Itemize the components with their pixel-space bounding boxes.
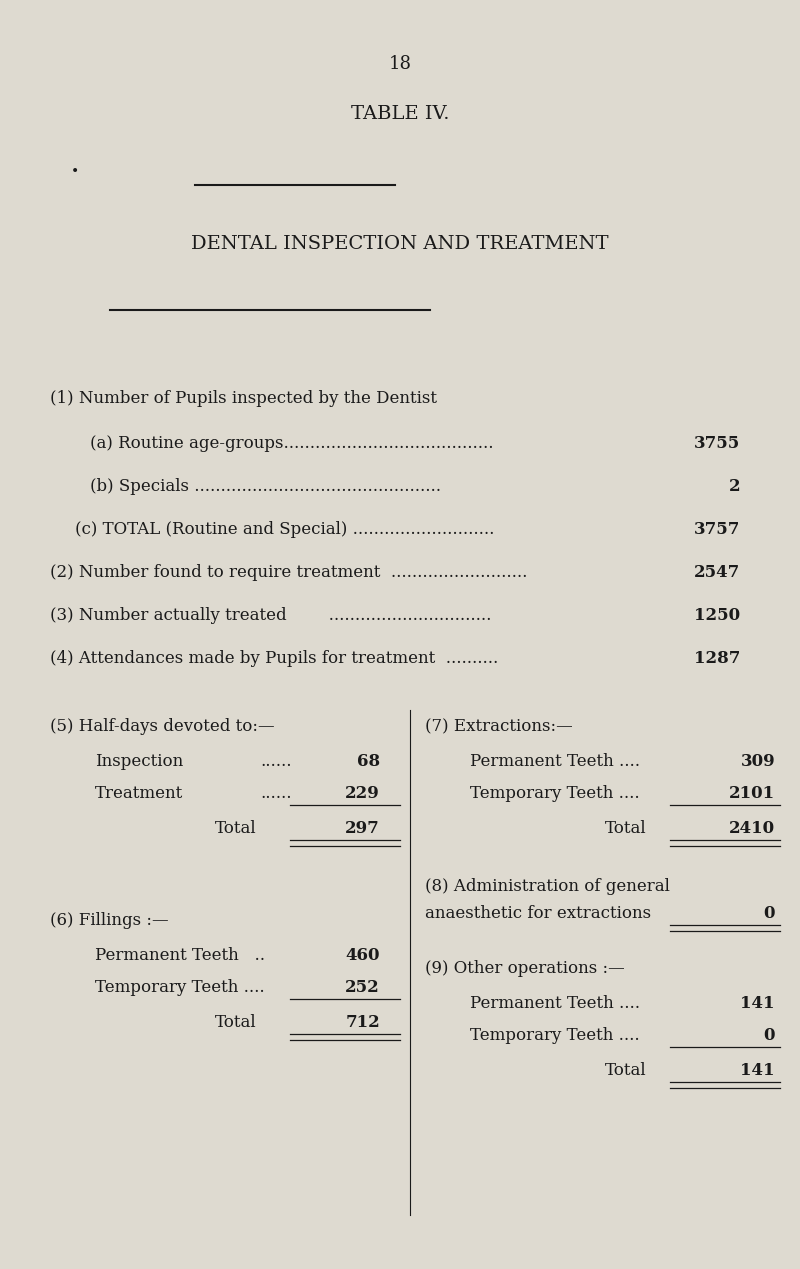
Text: (4) Attendances made by Pupils for treatment  ..........: (4) Attendances made by Pupils for treat… [50, 650, 498, 667]
Text: 297: 297 [346, 820, 380, 838]
Text: 252: 252 [346, 978, 380, 996]
Text: (8) Administration of general: (8) Administration of general [425, 878, 670, 895]
Text: (6) Fillings :—: (6) Fillings :— [50, 912, 169, 929]
Text: 309: 309 [740, 753, 775, 770]
Text: 18: 18 [389, 55, 411, 74]
Text: 1250: 1250 [694, 607, 740, 624]
Text: (c) TOTAL (Routine and Special) ...........................: (c) TOTAL (Routine and Special) ........… [75, 522, 494, 538]
Text: 2410: 2410 [729, 820, 775, 838]
Text: 460: 460 [346, 947, 380, 964]
Text: Permanent Teeth ....: Permanent Teeth .... [470, 753, 640, 770]
Text: DENTAL INSPECTION AND TREATMENT: DENTAL INSPECTION AND TREATMENT [191, 235, 609, 253]
Text: 3755: 3755 [694, 435, 740, 452]
Text: 68: 68 [357, 753, 380, 770]
Text: Inspection: Inspection [95, 753, 183, 770]
Text: 2101: 2101 [729, 786, 775, 802]
Text: 2: 2 [728, 478, 740, 495]
Text: (5) Half-days devoted to:—: (5) Half-days devoted to:— [50, 718, 274, 735]
Text: anaesthetic for extractions: anaesthetic for extractions [425, 905, 651, 923]
Text: (2) Number found to require treatment  ..........................: (2) Number found to require treatment ..… [50, 563, 527, 581]
Text: ......: ...... [260, 786, 291, 802]
Text: (9) Other operations :—: (9) Other operations :— [425, 961, 625, 977]
Text: Total: Total [605, 820, 646, 838]
Text: (1) Number of Pupils inspected by the Dentist: (1) Number of Pupils inspected by the De… [50, 390, 437, 407]
Text: Temporary Teeth ....: Temporary Teeth .... [95, 978, 265, 996]
Text: TABLE IV.: TABLE IV. [350, 105, 450, 123]
Text: •: • [71, 165, 79, 179]
Text: 229: 229 [346, 786, 380, 802]
Text: ......: ...... [260, 753, 291, 770]
Text: (3) Number actually treated        ...............................: (3) Number actually treated ............… [50, 607, 491, 624]
Text: (a) Routine age-groups........................................: (a) Routine age-groups..................… [90, 435, 494, 452]
Text: 2547: 2547 [694, 563, 740, 581]
Text: Treatment: Treatment [95, 786, 183, 802]
Text: Total: Total [215, 1014, 257, 1030]
Text: 141: 141 [741, 995, 775, 1011]
Text: (7) Extractions:—: (7) Extractions:— [425, 718, 573, 735]
Text: (b) Specials ...............................................: (b) Specials ...........................… [90, 478, 441, 495]
Text: 712: 712 [346, 1014, 380, 1030]
Text: 141: 141 [741, 1062, 775, 1079]
Text: 1287: 1287 [694, 650, 740, 667]
Text: Temporary Teeth ....: Temporary Teeth .... [470, 786, 640, 802]
Text: 0: 0 [763, 905, 775, 923]
Text: Permanent Teeth ....: Permanent Teeth .... [470, 995, 640, 1011]
Text: Permanent Teeth   ..: Permanent Teeth .. [95, 947, 265, 964]
Text: 0: 0 [763, 1027, 775, 1044]
Text: Total: Total [215, 820, 257, 838]
Text: 3757: 3757 [694, 522, 740, 538]
Text: Total: Total [605, 1062, 646, 1079]
Text: Temporary Teeth ....: Temporary Teeth .... [470, 1027, 640, 1044]
